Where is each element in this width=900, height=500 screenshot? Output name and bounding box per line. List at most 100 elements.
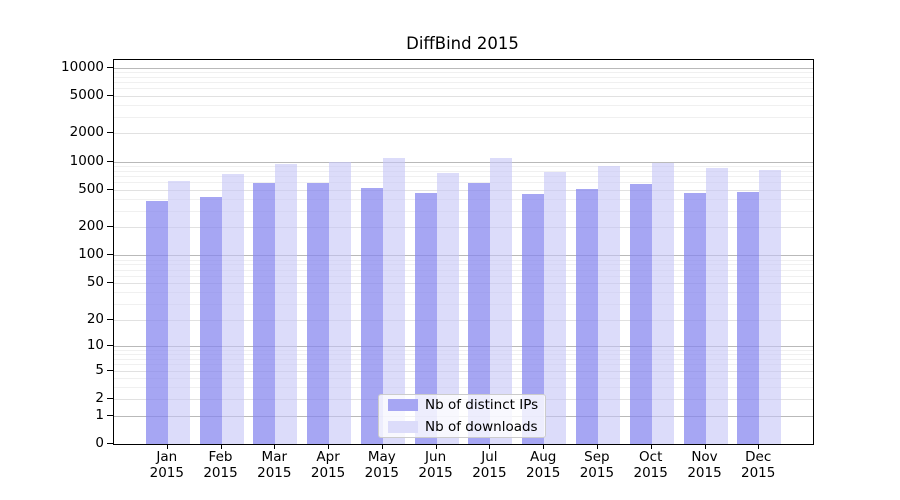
y-tick-label-5000: 5000 bbox=[69, 86, 104, 103]
bar-nb-of-downloads-apr bbox=[329, 162, 352, 444]
gridline-900 bbox=[114, 165, 813, 167]
bar-nb-of-downloads-jan bbox=[167, 181, 190, 444]
gridline-80 bbox=[114, 264, 813, 266]
x-tick-month: Dec bbox=[745, 449, 772, 465]
bar-nb-of-distinct-ips-aug bbox=[522, 193, 545, 444]
bar-nb-of-downloads-jun bbox=[436, 173, 459, 444]
x-tick-label-feb: Feb 2015 bbox=[193, 449, 249, 481]
gridline-9000 bbox=[114, 71, 813, 73]
gridline-60 bbox=[114, 275, 813, 277]
x-tick-label-oct: Oct 2015 bbox=[623, 449, 679, 481]
y-tick-label-50: 50 bbox=[86, 274, 104, 291]
bar-nb-of-distinct-ips-oct bbox=[629, 184, 652, 444]
bar-nb-of-distinct-ips-mar bbox=[253, 182, 276, 444]
gridline-20 bbox=[114, 319, 813, 321]
bar-nb-of-distinct-ips-jul bbox=[468, 183, 491, 444]
gridline-1000 bbox=[114, 161, 813, 163]
y-tick-label-10: 10 bbox=[86, 337, 104, 353]
gridline-5000 bbox=[114, 95, 813, 97]
x-tick-month: May bbox=[367, 449, 396, 465]
y-tick-label-500: 500 bbox=[78, 180, 104, 197]
y-tick-label-10000: 10000 bbox=[61, 58, 104, 75]
x-tick-year: 2015 bbox=[579, 465, 615, 481]
bar-nb-of-downloads-dec bbox=[759, 170, 782, 444]
x-tick-month: Nov bbox=[691, 449, 718, 465]
gridline-10 bbox=[114, 346, 813, 347]
y-tick-label-20: 20 bbox=[86, 310, 104, 327]
bar-nb-of-downloads-aug bbox=[544, 172, 567, 444]
bar-nb-of-distinct-ips-may bbox=[360, 188, 383, 444]
x-tick-label-aug: Aug 2015 bbox=[515, 449, 571, 481]
x-tick-label-apr: Apr 2015 bbox=[300, 449, 356, 481]
y-tick-label-200: 200 bbox=[78, 218, 104, 235]
gridline-10000 bbox=[114, 67, 813, 69]
x-tick-month: Feb bbox=[208, 449, 233, 465]
y-tick-label-0: 0 bbox=[95, 435, 104, 451]
legend-item-downloads: Nb of downloads bbox=[388, 419, 539, 435]
bar-nb-of-distinct-ips-apr bbox=[307, 183, 330, 444]
x-tick-label-dec: Dec 2015 bbox=[730, 449, 786, 481]
gridline-600 bbox=[114, 182, 813, 184]
bar-nb-of-distinct-ips-feb bbox=[199, 196, 222, 444]
legend-label-downloads: Nb of downloads bbox=[425, 419, 538, 435]
x-tick-month: Apr bbox=[316, 449, 340, 465]
bar-nb-of-downloads-nov bbox=[705, 167, 728, 444]
x-tick-label-nov: Nov 2015 bbox=[677, 449, 733, 481]
x-tick-year: 2015 bbox=[472, 465, 507, 481]
x-tick-month: Jul bbox=[481, 449, 498, 465]
bar-nb-of-downloads-sep bbox=[597, 165, 620, 444]
y-tick-label-2000: 2000 bbox=[69, 124, 104, 141]
bar-nb-of-downloads-jul bbox=[490, 157, 513, 444]
x-tick-year: 2015 bbox=[687, 465, 722, 481]
y-tick-label-1000: 1000 bbox=[69, 152, 104, 169]
gridline-8 bbox=[114, 354, 813, 356]
x-tick-month: Jan bbox=[156, 449, 178, 465]
bar-nb-of-downloads-mar bbox=[275, 164, 298, 444]
x-tick-year: 2015 bbox=[310, 465, 346, 481]
x-tick-label-jul: Jul 2015 bbox=[461, 449, 517, 481]
x-tick-month: Jun bbox=[425, 449, 447, 465]
legend-item-distinct-ips: Nb of distinct IPs bbox=[388, 397, 539, 413]
bar-nb-of-distinct-ips-jan bbox=[145, 201, 168, 444]
x-tick-month: Sep bbox=[584, 449, 610, 465]
x-tick-year: 2015 bbox=[149, 465, 184, 481]
x-tick-year: 2015 bbox=[364, 465, 399, 481]
gridline-70 bbox=[114, 269, 813, 271]
gridline-40 bbox=[114, 292, 813, 294]
gridline-7 bbox=[114, 359, 813, 360]
legend-swatch-downloads bbox=[388, 421, 418, 433]
x-tick-label-sep: Sep 2015 bbox=[569, 449, 625, 481]
bar-nb-of-distinct-ips-jun bbox=[414, 192, 437, 444]
gridline-800 bbox=[114, 170, 813, 172]
gridline-6 bbox=[114, 364, 813, 366]
gridline-3000 bbox=[114, 116, 813, 118]
gridline-30 bbox=[114, 303, 813, 305]
bar-nb-of-downloads-may bbox=[382, 157, 405, 444]
gridline-100 bbox=[114, 255, 813, 257]
x-tick-label-jun: Jun 2015 bbox=[408, 449, 464, 481]
gridline-4 bbox=[114, 378, 813, 380]
gridline-90 bbox=[114, 259, 813, 261]
gridline-200 bbox=[114, 227, 813, 229]
bar-nb-of-distinct-ips-dec bbox=[737, 191, 760, 444]
bar-nb-of-downloads-oct bbox=[651, 163, 674, 444]
x-tick-label-may: May 2015 bbox=[354, 449, 410, 481]
y-tick-label-1: 1 bbox=[95, 406, 104, 423]
x-tick-month: Aug bbox=[530, 449, 557, 465]
bar-nb-of-distinct-ips-nov bbox=[683, 192, 706, 444]
gridline-4000 bbox=[114, 104, 813, 106]
x-tick-month: Mar bbox=[261, 449, 288, 465]
gridline-300 bbox=[114, 210, 813, 212]
x-tick-month: Oct bbox=[639, 449, 663, 465]
legend-swatch-distinct-ips bbox=[388, 399, 418, 411]
x-tick-label-mar: Mar 2015 bbox=[246, 449, 302, 481]
gridline-700 bbox=[114, 176, 813, 178]
gridline-50 bbox=[114, 283, 813, 285]
x-tick-year: 2015 bbox=[741, 465, 776, 481]
bar-nb-of-distinct-ips-sep bbox=[575, 189, 598, 444]
gridline-500 bbox=[114, 189, 813, 191]
x-tick-year: 2015 bbox=[257, 465, 292, 481]
plot-area: Nb of distinct IPs Nb of downloads bbox=[113, 59, 814, 445]
y-tick-label-100: 100 bbox=[78, 246, 104, 263]
gridline-5 bbox=[114, 370, 813, 372]
